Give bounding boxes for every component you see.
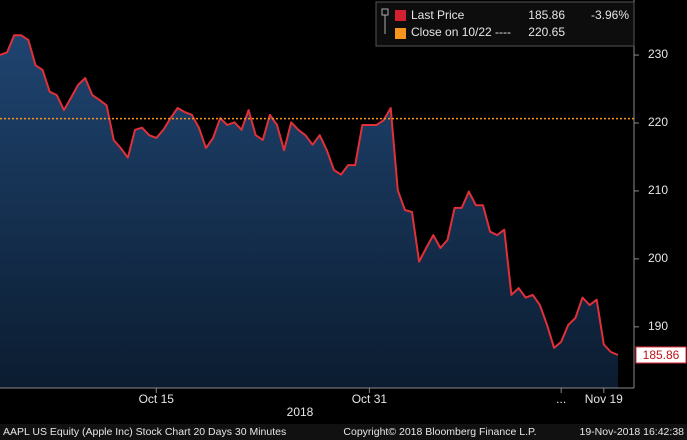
legend-box [375,1,635,47]
legend-last-value: 185.86 [528,8,565,22]
last-price-label: 185.86 [643,348,680,362]
legend-label: Close on 10/22 ---- [411,25,511,39]
footer-center: Copyright© 2018 Bloomberg Finance L.P. [343,426,536,438]
legend-swatch [395,28,406,39]
x-tick-label: Oct 31 [352,392,388,406]
y-tick-label: 210 [648,183,668,197]
area-fill [0,35,618,389]
legend-change: -3.96% [591,8,629,22]
x-axis-year: 2018 [287,405,314,419]
footer-right: 19-Nov-2018 16:42:38 [580,426,685,438]
price-line [0,34,619,356]
y-tick-label: 190 [648,319,668,333]
legend-close-value: 220.65 [528,25,565,39]
legend-swatch [395,10,406,21]
legend: Last Price 185.86 -3.96% Close on 10/22 … [375,1,635,47]
x-tick-label: ... [556,392,566,406]
plot-area [0,34,619,389]
last-price-tag [635,346,687,364]
legend-label: Last Price [411,8,465,22]
y-tick-label: 230 [648,47,668,61]
footer-bar [0,424,687,440]
x-tick-label: Oct 15 [139,392,175,406]
x-tick-label: Nov 19 [585,392,623,406]
y-tick-label: 200 [648,251,668,265]
y-tick-label: 220 [648,115,668,129]
footer-left: AAPL US Equity (Apple Inc) Stock Chart 2… [3,426,286,438]
